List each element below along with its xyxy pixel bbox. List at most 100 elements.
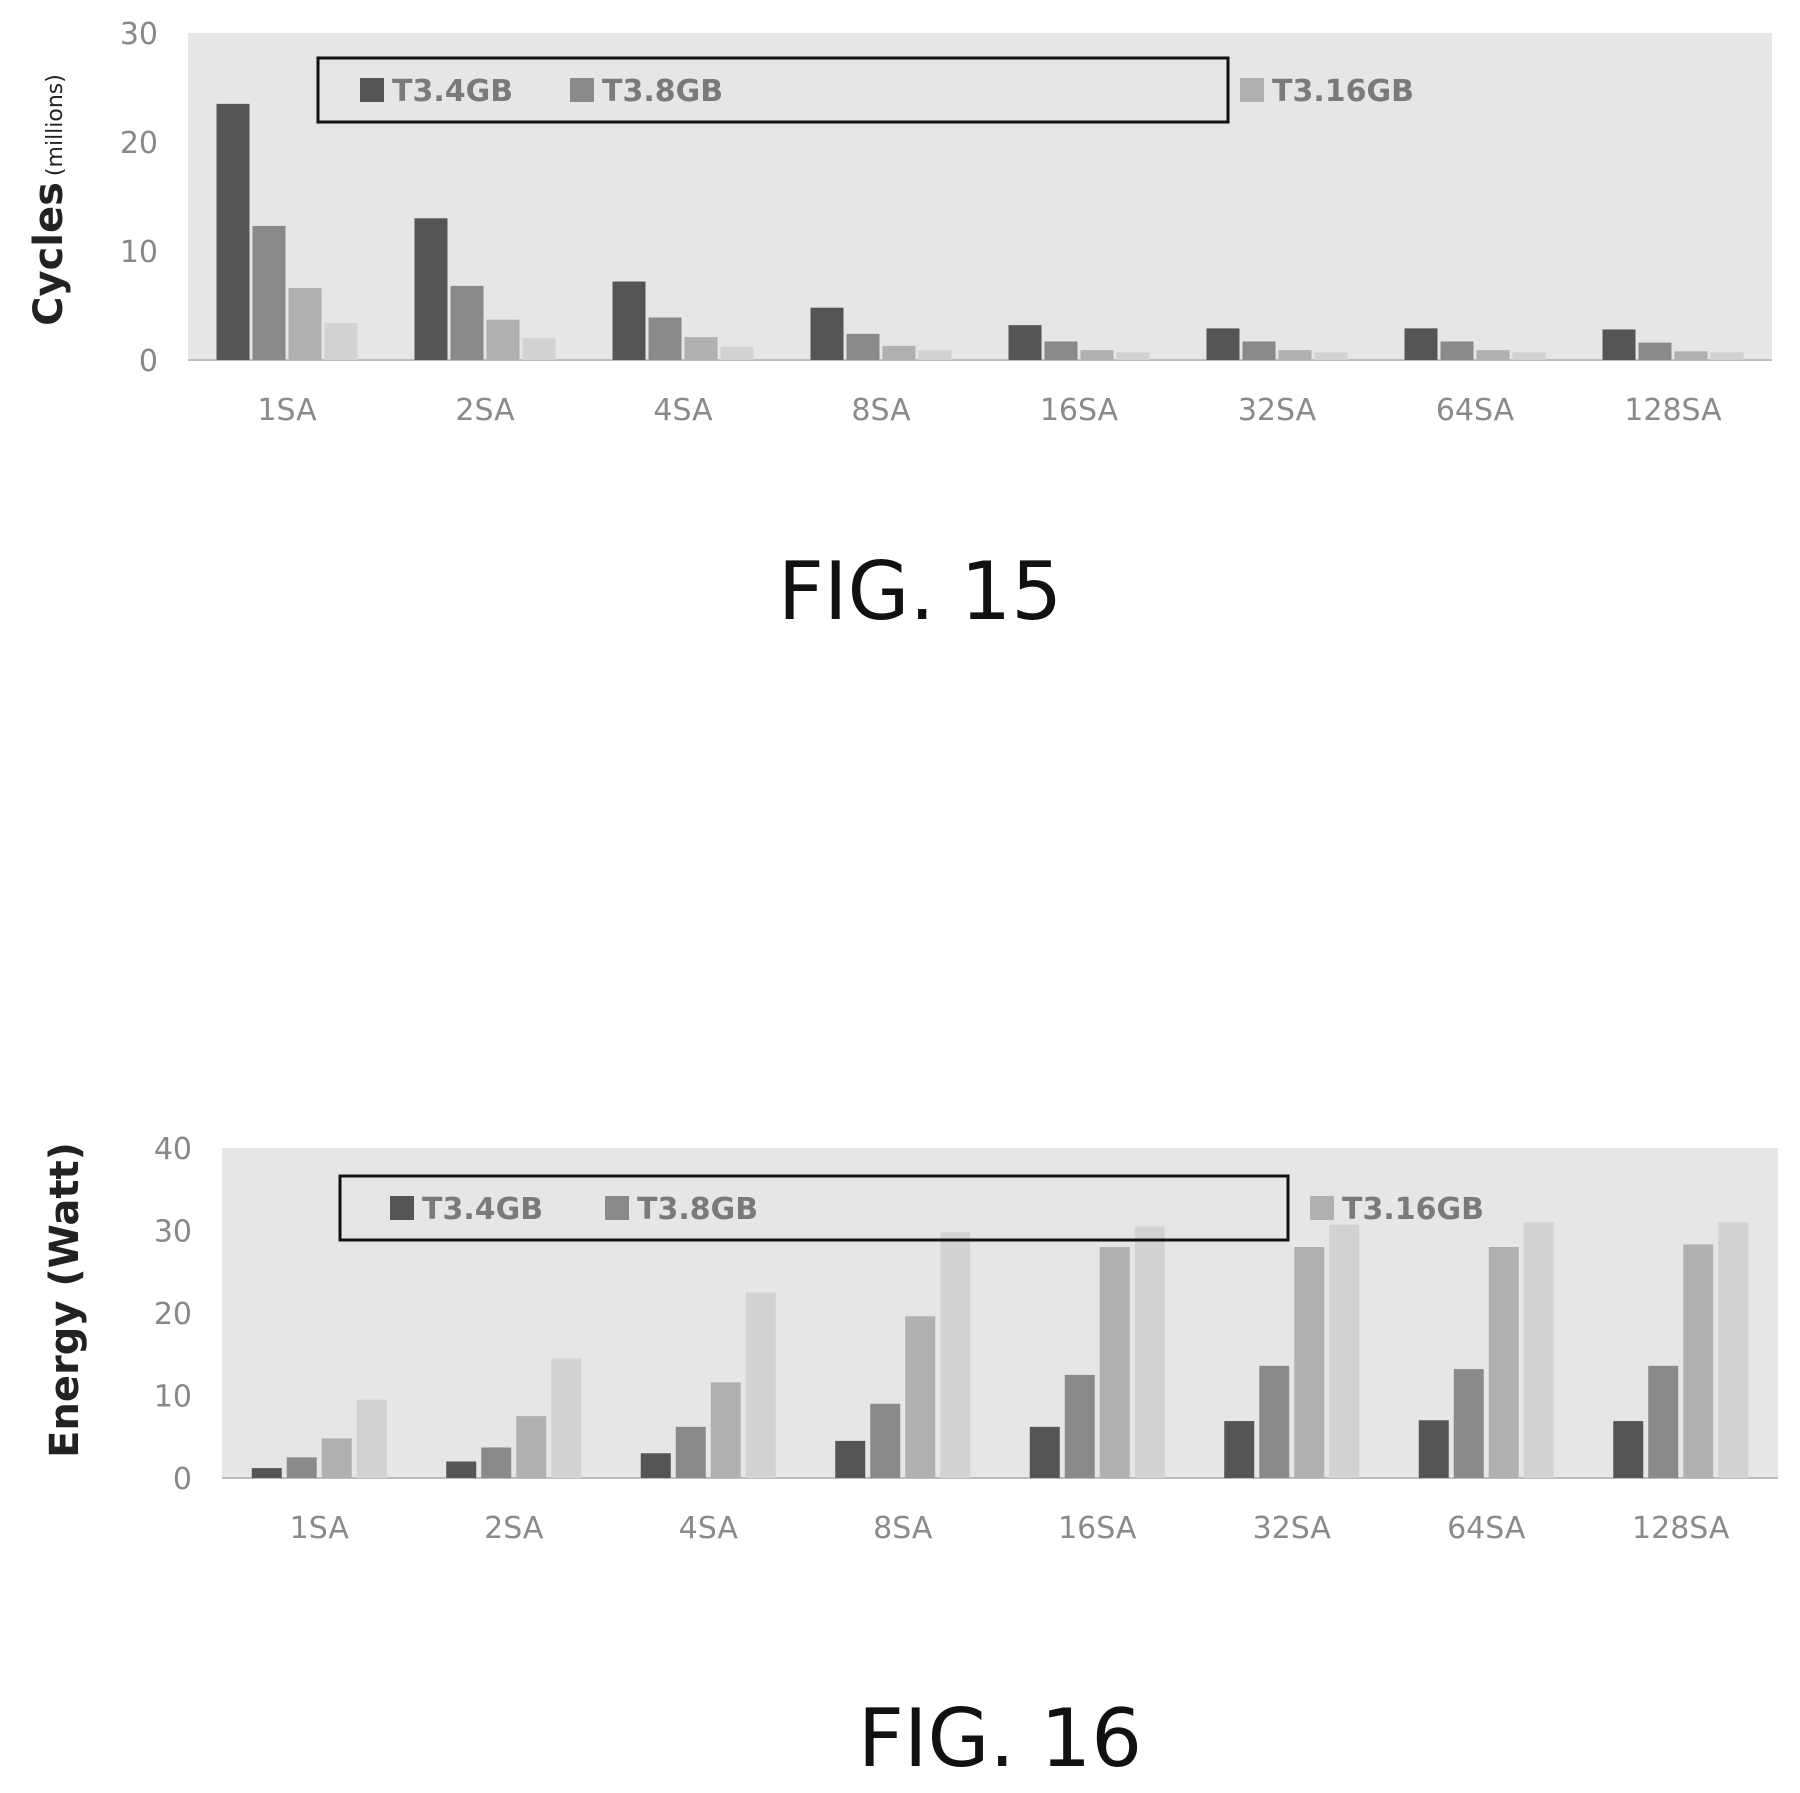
bar-t3-8gb-1sa <box>286 1457 317 1478</box>
bar-t3-32gb-16sa <box>1116 352 1150 360</box>
bar-t3-16gb-4sa <box>710 1382 741 1478</box>
x-tick-label: 128SA <box>1632 1511 1730 1546</box>
energy-bar-chart: 0 10 20 30 40 Energy (Watt) 1SA 2SA 4SA 8SA 16SA 32… <box>42 1132 1778 1546</box>
bar-t3-8gb-16sa <box>1064 1374 1095 1478</box>
y-axis-title-main: Cycles <box>26 182 72 326</box>
bar-t3-4gb-32sa <box>1206 328 1240 360</box>
bar-t3-32gb-16sa <box>1134 1226 1165 1478</box>
y-axis-title: Energy (Watt) <box>42 1142 88 1458</box>
bar-t3-32gb-2sa <box>551 1358 582 1478</box>
bar-t3-8gb-2sa <box>481 1447 512 1478</box>
legend-swatch <box>1310 1196 1334 1220</box>
bar-t3-16gb-2sa <box>486 319 520 360</box>
bar-t3-32gb-1sa <box>356 1399 387 1478</box>
x-tick-label: 1SA <box>290 1511 350 1546</box>
legend-label: T3.16GB <box>1342 1192 1484 1227</box>
legend-box <box>338 1174 1290 1242</box>
bar-t3-4gb-16sa <box>1029 1426 1060 1478</box>
x-tick-label: 2SA <box>455 393 515 428</box>
bar-t3-8gb-64sa <box>1453 1369 1484 1478</box>
bar-t3-32gb-8sa <box>940 1232 971 1478</box>
bar-t3-4gb-2sa <box>446 1461 477 1478</box>
bar-t3-4gb-16sa <box>1008 325 1042 360</box>
bar-t3-8gb-16sa <box>1044 341 1078 360</box>
x-tick-label: 32SA <box>1238 393 1317 428</box>
bar-t3-16gb-64sa <box>1488 1247 1519 1478</box>
bar-t3-32gb-128sa <box>1710 352 1744 360</box>
bar-t3-32gb-8sa <box>918 350 952 360</box>
y-axis-title-main: Energy (Watt) <box>42 1142 88 1458</box>
x-tick-label: 64SA <box>1447 1511 1526 1546</box>
bar-t3-4gb-1sa <box>216 103 250 360</box>
legend-box <box>316 56 1230 124</box>
bar-t3-16gb-64sa <box>1476 350 1510 360</box>
legend-swatch <box>570 78 594 102</box>
y-tick-label: 20 <box>154 1297 192 1332</box>
bar-t3-4gb-1sa <box>251 1468 282 1478</box>
bar-t3-16gb-4sa <box>684 337 718 360</box>
y-axis-title-unit: (millions) <box>43 74 68 176</box>
y-tick-label: 0 <box>173 1462 192 1497</box>
x-tick-label: 64SA <box>1436 393 1515 428</box>
bar-t3-4gb-8sa <box>835 1440 866 1478</box>
bar-t3-4gb-128sa <box>1602 329 1636 360</box>
bar-t3-32gb-128sa <box>1718 1222 1749 1478</box>
legend-swatch <box>390 1196 414 1220</box>
bar-t3-4gb-64sa <box>1404 328 1438 360</box>
legend-label: T3.16GB <box>1272 74 1414 109</box>
bar-t3-16gb-16sa <box>1080 350 1114 360</box>
legend-swatch <box>360 78 384 102</box>
bar-t3-8gb-128sa <box>1648 1365 1679 1478</box>
bar-t3-4gb-2sa <box>414 218 448 360</box>
figure-caption-15: FIG. 15 <box>777 545 1063 638</box>
bar-t3-32gb-1sa <box>324 322 358 360</box>
bar-t3-32gb-4sa <box>745 1292 776 1478</box>
legend-label: T3.8GB <box>637 1192 758 1227</box>
y-tick-label: 40 <box>154 1132 192 1167</box>
bar-t3-4gb-8sa <box>810 307 844 360</box>
y-tick-label: 10 <box>120 235 158 270</box>
y-axis-title: Cycles (millions) <box>26 74 72 326</box>
x-tick-label: 2SA <box>484 1511 544 1546</box>
x-tick-label: 32SA <box>1253 1511 1332 1546</box>
bar-t3-8gb-128sa <box>1638 342 1672 360</box>
bar-t3-4gb-4sa <box>612 281 646 360</box>
bar-t3-16gb-1sa <box>321 1438 352 1478</box>
bar-t3-4gb-32sa <box>1224 1421 1255 1478</box>
bar-t3-16gb-8sa <box>882 345 916 360</box>
bar-t3-8gb-8sa <box>870 1403 901 1478</box>
legend-label: T3.4GB <box>392 74 513 109</box>
legend-label: T3.4GB <box>422 1192 543 1227</box>
bar-t3-8gb-4sa <box>675 1426 706 1478</box>
bar-t3-16gb-128sa <box>1674 351 1708 360</box>
bar-t3-32gb-2sa <box>522 338 556 360</box>
bar-t3-8gb-8sa <box>846 333 880 360</box>
y-tick-label: 30 <box>120 17 158 52</box>
bar-t3-32gb-32sa <box>1329 1224 1360 1478</box>
bar-t3-16gb-128sa <box>1683 1244 1714 1478</box>
bar-t3-16gb-2sa <box>516 1416 547 1478</box>
figure-caption-16: FIG. 16 <box>857 1692 1143 1785</box>
x-tick-label: 1SA <box>257 393 317 428</box>
bar-t3-8gb-2sa <box>450 285 484 360</box>
bar-t3-32gb-64sa <box>1523 1222 1554 1478</box>
bar-t3-32gb-32sa <box>1314 352 1348 360</box>
bar-t3-4gb-4sa <box>640 1453 671 1478</box>
bar-t3-16gb-1sa <box>288 288 322 360</box>
legend-swatch <box>605 1196 629 1220</box>
bar-t3-4gb-64sa <box>1418 1420 1449 1478</box>
y-tick-label: 30 <box>154 1215 192 1250</box>
bar-t3-16gb-8sa <box>905 1316 936 1478</box>
legend-swatch <box>1240 78 1264 102</box>
x-tick-label: 8SA <box>873 1511 933 1546</box>
bar-t3-32gb-4sa <box>720 346 754 360</box>
x-tick-label: 128SA <box>1624 393 1722 428</box>
legend-label: T3.8GB <box>602 74 723 109</box>
bar-t3-8gb-64sa <box>1440 341 1474 360</box>
bar-t3-32gb-64sa <box>1512 352 1546 360</box>
bar-t3-8gb-32sa <box>1242 341 1276 360</box>
bar-t3-8gb-1sa <box>252 225 286 360</box>
bar-t3-16gb-16sa <box>1099 1247 1130 1478</box>
x-tick-label: 4SA <box>679 1511 739 1546</box>
y-tick-label: 20 <box>120 126 158 161</box>
